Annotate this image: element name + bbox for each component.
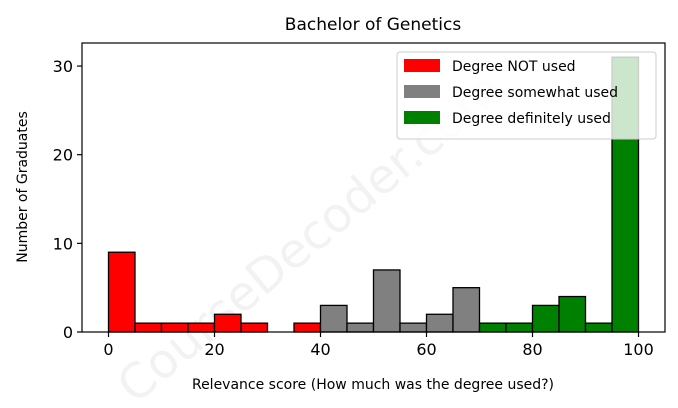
bar-1-3: [399, 322, 428, 333]
legend-label-1: Degree somewhat used: [452, 85, 618, 101]
bar-2-4: [584, 322, 613, 333]
y-tick-label-3: 30: [53, 57, 73, 76]
chart-title: Bachelor of Genetics: [285, 15, 462, 35]
bar-0-3: [187, 322, 216, 333]
y-tick-label-1: 10: [53, 234, 73, 253]
bar-0-4: [213, 313, 242, 333]
x-tick-label-5: 100: [623, 340, 654, 359]
bar-1-5: [452, 287, 481, 333]
bar-1-0: [319, 304, 348, 333]
bar-0-5: [240, 322, 269, 333]
plot-frame: [81, 42, 666, 333]
legend-label-0: Degree NOT used: [452, 59, 576, 75]
bar-0-2: [160, 322, 189, 333]
legend-swatch-1: [404, 85, 440, 98]
legend: Degree NOT used Degree somewhat used Degre…: [396, 51, 657, 140]
y-tick-label-2: 20: [53, 146, 73, 165]
bar-1-1: [346, 322, 375, 333]
x-tick-label-0: 0: [103, 340, 113, 359]
legend-box: [396, 51, 657, 140]
bar-0-1: [134, 322, 163, 333]
bar-0-6: [293, 322, 322, 333]
y-tick-label-0: 0: [63, 323, 73, 342]
legend-swatch-2: [404, 111, 440, 124]
bar-1-2: [372, 269, 401, 333]
x-axis-label: Relevance score (How much was the degree…: [192, 377, 554, 393]
legend-swatch-0: [404, 59, 440, 72]
x-axis: 0 20 40 60 80 100: [103, 332, 654, 359]
x-tick-label-3: 60: [416, 340, 436, 359]
bar-2-1: [505, 322, 534, 333]
bar-0-0: [107, 251, 136, 333]
bar-2-2: [531, 304, 560, 333]
legend-label-2: Degree definitely used: [452, 111, 611, 127]
bar-2-3: [558, 295, 587, 333]
bar-1-4: [425, 313, 454, 333]
x-tick-label-4: 80: [522, 340, 542, 359]
y-axis-label: Number of Graduates: [15, 111, 31, 263]
x-tick-label-1: 20: [204, 340, 224, 359]
bar-2-0: [478, 322, 507, 333]
y-axis: 0 10 20 30: [53, 57, 82, 342]
x-tick-label-2: 40: [310, 340, 330, 359]
